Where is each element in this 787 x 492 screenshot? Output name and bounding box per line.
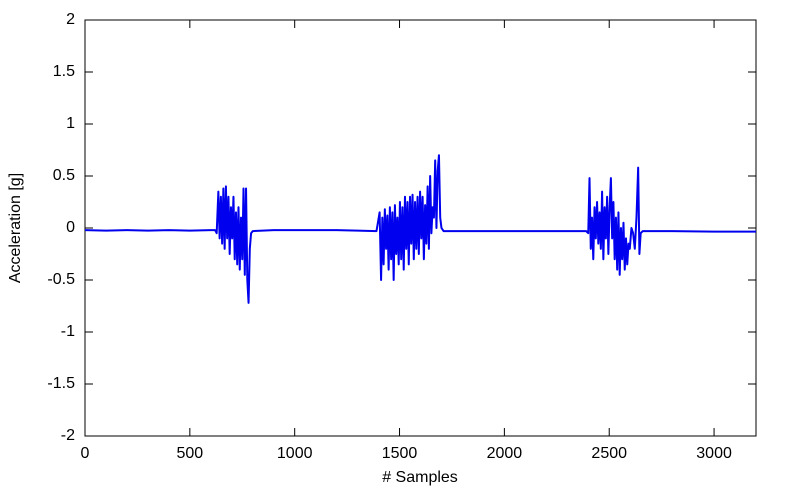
y-tick-label: -1 bbox=[61, 323, 75, 340]
y-tick-label: 0 bbox=[66, 219, 75, 236]
y-tick-label: 2 bbox=[66, 11, 75, 28]
y-tick-label: -0.5 bbox=[47, 271, 75, 288]
y-tick-label: -2 bbox=[61, 427, 75, 444]
x-tick-label: 2000 bbox=[487, 445, 523, 462]
x-tick-label: 500 bbox=[176, 445, 203, 462]
y-tick-label: 1 bbox=[66, 115, 75, 132]
x-axis-label: # Samples bbox=[382, 469, 458, 486]
x-tick-label: 3000 bbox=[696, 445, 732, 462]
data-line bbox=[84, 154, 756, 304]
x-tick-label: 0 bbox=[81, 445, 90, 462]
y-axis-label: Acceleration [g] bbox=[7, 173, 24, 283]
x-tick-label: 2500 bbox=[591, 445, 627, 462]
y-tick-label: 0.5 bbox=[53, 167, 75, 184]
x-tick-label: 1000 bbox=[277, 445, 313, 462]
y-tick-label: -1.5 bbox=[47, 375, 75, 392]
y-tick-label: 1.5 bbox=[53, 63, 75, 80]
x-tick-label: 1500 bbox=[382, 445, 418, 462]
